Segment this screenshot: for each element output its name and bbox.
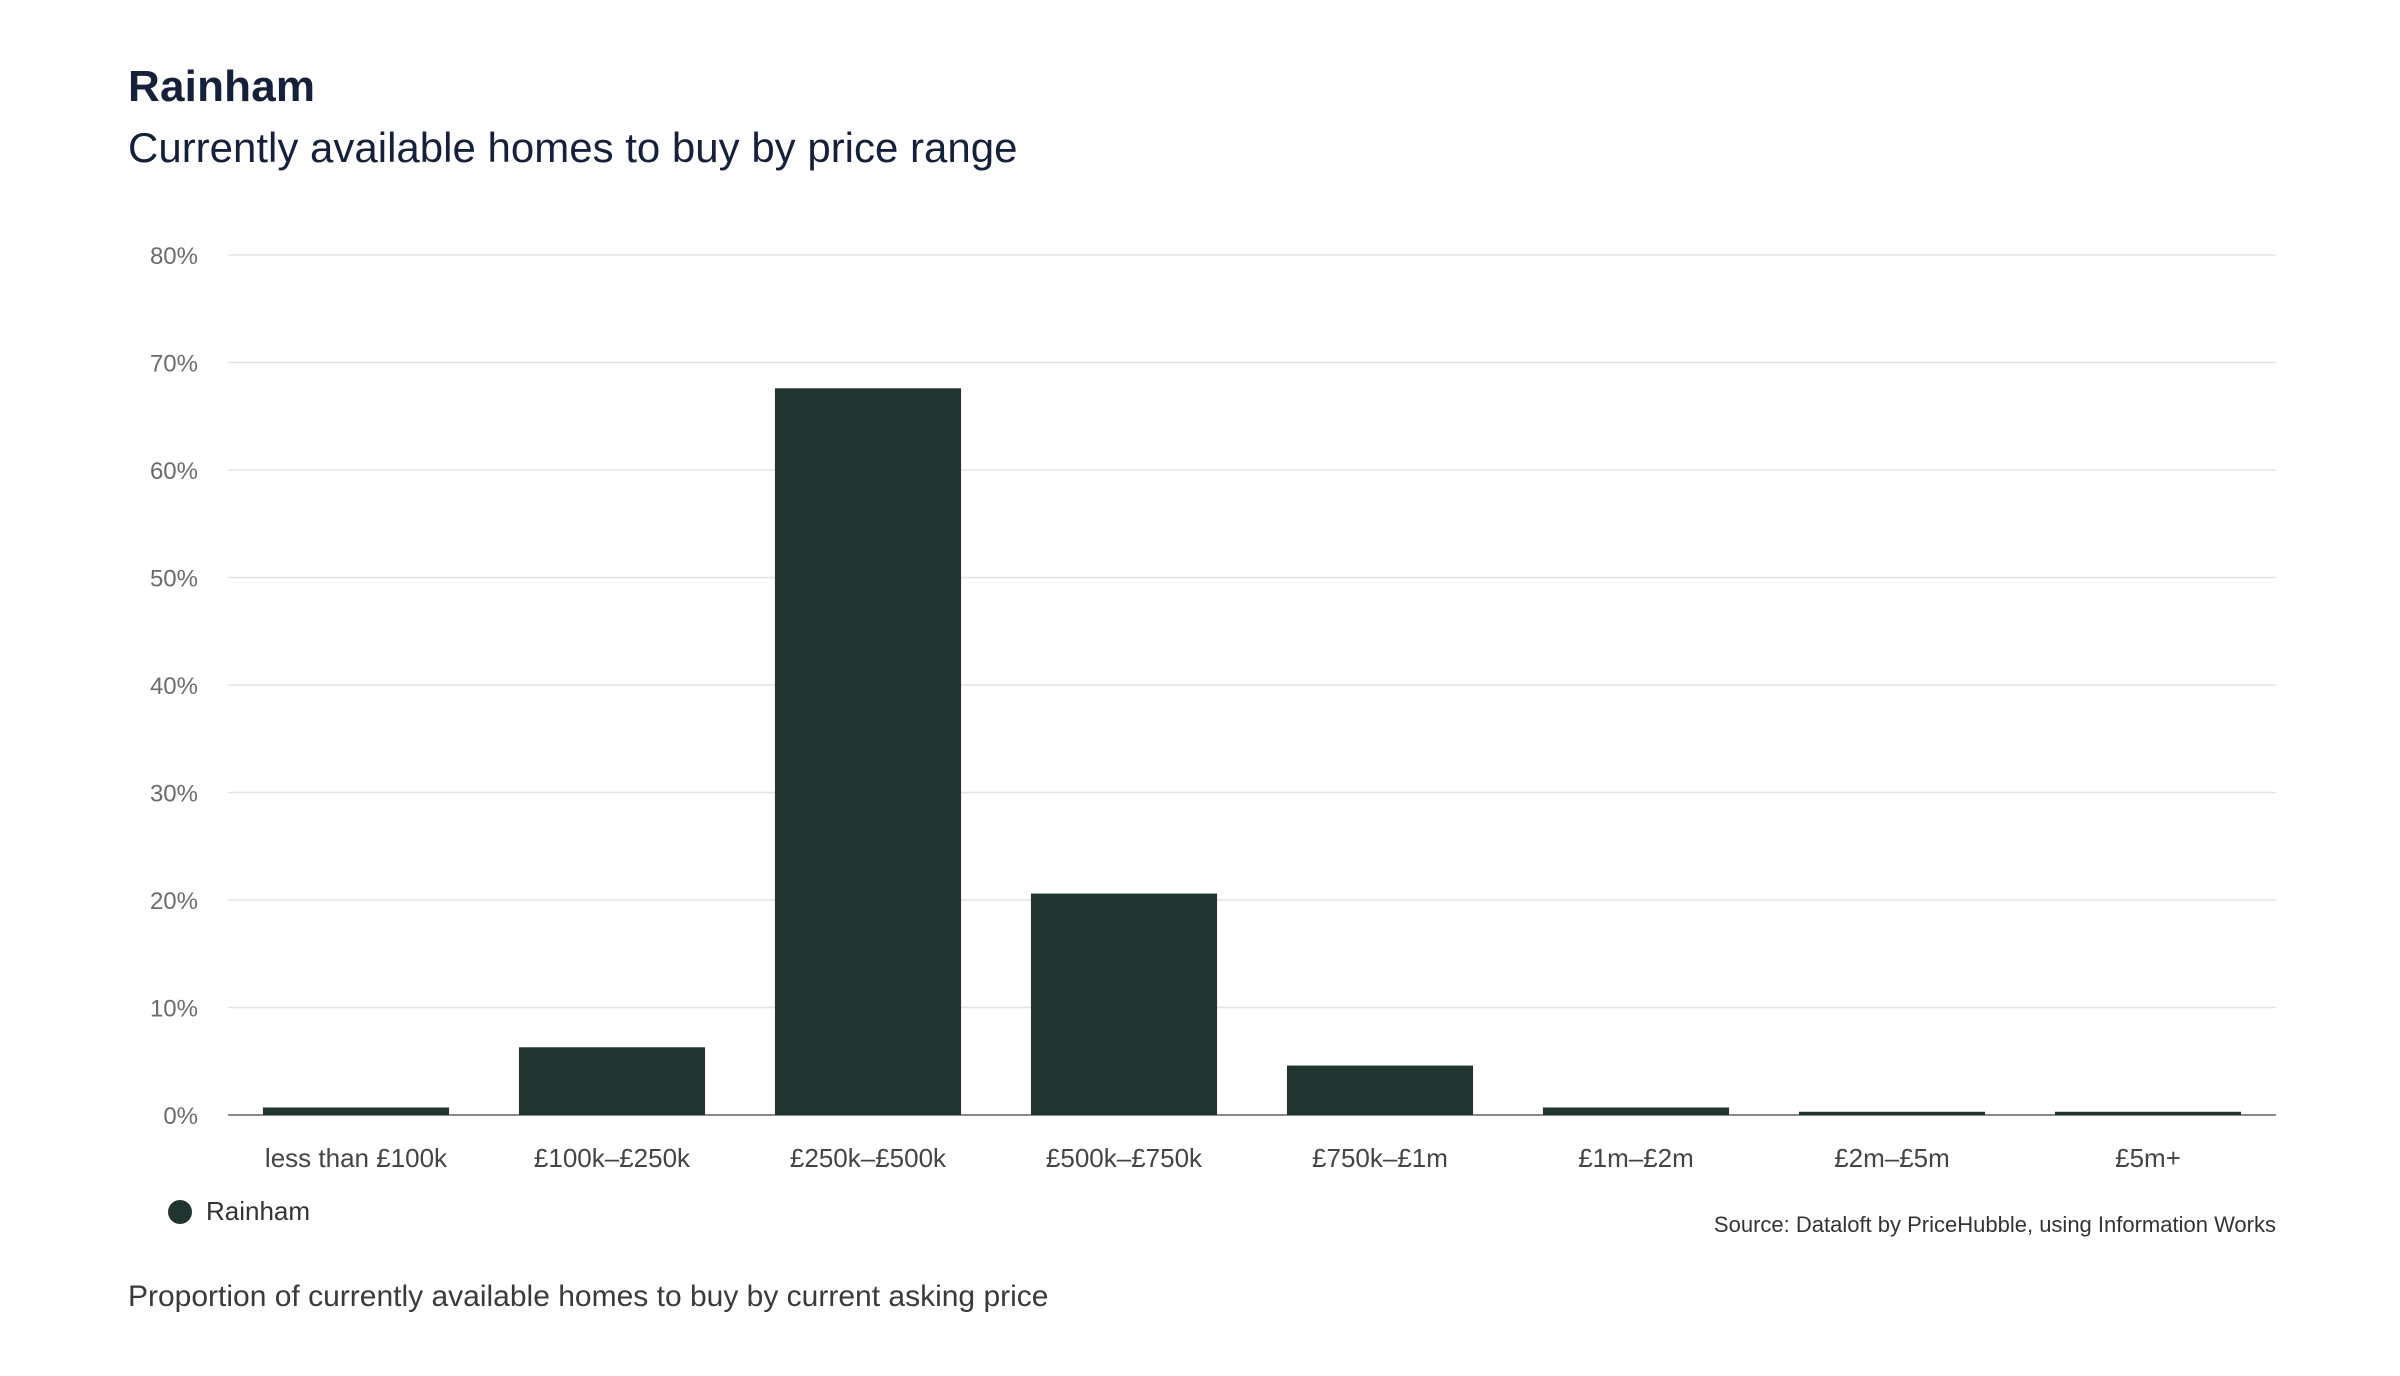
x-tick-label: £1m–£2m <box>1578 1143 1694 1173</box>
bar <box>1542 1107 1730 1115</box>
x-axis-ticks: less than £100k £100k–£250k £250k–£500k £50… <box>265 1143 2181 1173</box>
legend: Rainham <box>168 1196 310 1227</box>
y-tick-label: 40% <box>150 673 198 700</box>
bar <box>1286 1065 1474 1115</box>
bars <box>262 388 2242 1115</box>
y-axis-ticks: 0% 10% 20% 30% 40% 50% 60% 70% 80% <box>150 243 198 1130</box>
y-tick-label: 50% <box>150 566 198 593</box>
source-note: Source: Dataloft by PriceHubble, using I… <box>1713 1212 2276 1237</box>
x-tick-label: £750k–£1m <box>1312 1143 1448 1173</box>
bar <box>2054 1111 2242 1115</box>
bar <box>518 1047 706 1115</box>
y-tick-label: 20% <box>150 888 198 915</box>
bar <box>262 1107 450 1115</box>
bar <box>774 388 962 1115</box>
chart-title: Rainham <box>128 62 316 111</box>
x-tick-label: £500k–£750k <box>1046 1143 1203 1173</box>
x-tick-label: £100k–£250k <box>534 1143 691 1173</box>
gridlines <box>228 254 2276 1116</box>
x-tick-label: £5m+ <box>2115 1143 2181 1173</box>
legend-swatch <box>168 1199 192 1224</box>
chart-subtitle: Currently available homes to buy by pric… <box>128 124 1018 171</box>
y-tick-label: 70% <box>150 351 198 378</box>
bar <box>1798 1111 1986 1115</box>
y-tick-label: 10% <box>150 996 198 1023</box>
y-tick-label: 80% <box>150 243 198 270</box>
x-tick-label: less than £100k <box>265 1143 448 1173</box>
y-tick-label: 30% <box>150 781 198 808</box>
x-tick-label: £250k–£500k <box>790 1143 947 1173</box>
y-tick-label: 60% <box>150 458 198 485</box>
y-tick-label: 0% <box>163 1103 198 1130</box>
bar <box>1030 893 1218 1115</box>
x-tick-label: £2m–£5m <box>1834 1143 1950 1173</box>
legend-label: Rainham <box>206 1196 311 1226</box>
footnote: Proportion of currently available homes … <box>128 1280 1049 1313</box>
